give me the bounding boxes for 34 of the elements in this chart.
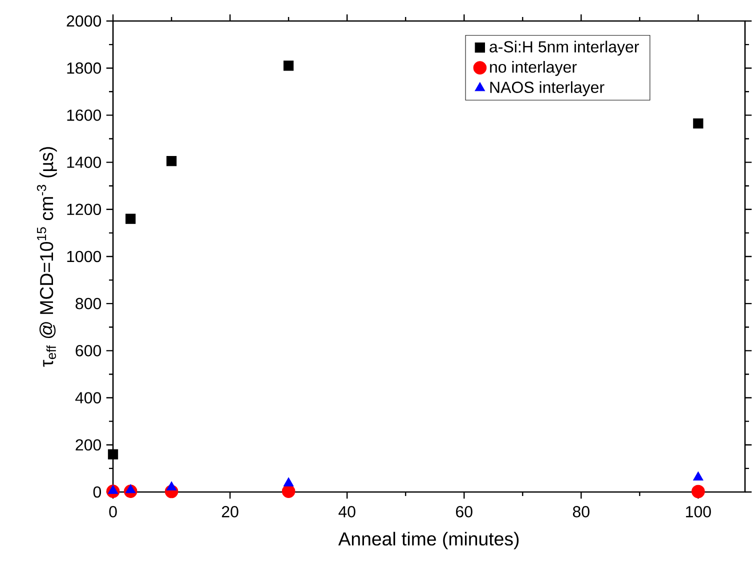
x-tick-label: 60 [456, 506, 472, 518]
legend-label: a-Si:H 5nm interlayer [490, 40, 639, 56]
point [108, 449, 118, 460]
point [693, 118, 704, 128]
y-tick-label: 600 [76, 345, 102, 356]
y-tick-label: 1400 [67, 156, 102, 168]
point [283, 477, 294, 486]
y-tick-label: 800 [76, 298, 102, 310]
point [692, 484, 705, 498]
y-tick-label: 400 [75, 392, 102, 404]
x-tick-label: 0 [109, 506, 117, 518]
x-tick-label: 80 [572, 506, 590, 518]
y-tick-label: 2000 [66, 15, 102, 27]
x-tick-label: 100 [686, 506, 711, 518]
point [283, 60, 294, 71]
y-tick-label: 1200 [67, 204, 102, 216]
y-tick-label: 1600 [67, 110, 102, 121]
x-axis-title: Anneal time (minutes) [338, 532, 519, 550]
y-axis-title: τ$_{eff}$ @ MCD=10$^{15}$ cm$^{-3}$ (µs) [36, 147, 57, 367]
point [166, 481, 177, 490]
legend-label: NAOS interlayer [490, 81, 604, 96]
x-tick-label: 20 [222, 506, 238, 518]
point [125, 214, 136, 224]
legend-label: no interlayer [490, 60, 577, 76]
y-tick-label: 200 [76, 439, 102, 451]
point [108, 484, 118, 494]
y-tick-label: 0 [93, 486, 102, 498]
point [693, 472, 704, 480]
point [282, 484, 296, 498]
y-tick-label: 1000 [67, 250, 102, 262]
y-tick-label: 1800 [67, 62, 102, 74]
x-tick-label: 40 [338, 506, 356, 518]
point [166, 156, 177, 166]
point [125, 484, 136, 494]
